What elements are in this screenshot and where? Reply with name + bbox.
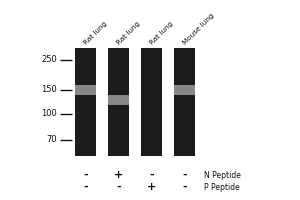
Text: -: - [182, 182, 187, 192]
Text: -: - [149, 170, 154, 180]
Text: -: - [83, 170, 88, 180]
Bar [174, 48, 195, 156]
Text: -: - [182, 170, 187, 180]
Bar [75, 85, 96, 95]
Text: P Peptide: P Peptide [204, 183, 240, 192]
Bar [174, 85, 195, 95]
Bar [108, 95, 129, 105]
Text: +: + [147, 182, 156, 192]
Text: Rat lung: Rat lung [149, 20, 174, 46]
Text: Rat lung: Rat lung [83, 20, 108, 46]
Text: 100: 100 [41, 109, 57, 118]
Text: 150: 150 [41, 85, 57, 94]
Bar [141, 48, 162, 156]
Text: N Peptide: N Peptide [204, 170, 241, 180]
Text: +: + [114, 170, 123, 180]
Text: -: - [116, 182, 121, 192]
Text: Mouse lung: Mouse lung [182, 12, 215, 46]
Bar [108, 48, 129, 156]
Bar [75, 48, 96, 156]
Text: Rat lung: Rat lung [116, 20, 141, 46]
Text: 70: 70 [46, 136, 57, 144]
Text: 250: 250 [41, 55, 57, 64]
Text: -: - [83, 182, 88, 192]
